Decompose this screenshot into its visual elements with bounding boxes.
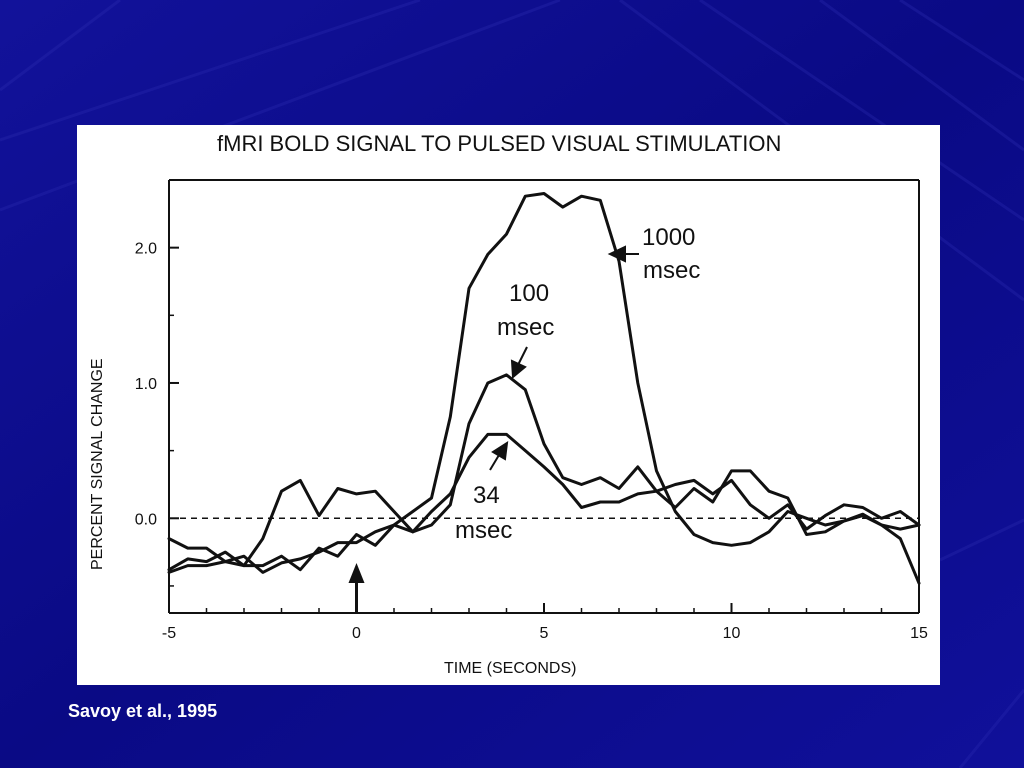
annotation-1000-msec: 1000 msec <box>642 224 700 284</box>
x-tick-label: -5 <box>162 625 176 642</box>
annotation-1000-line2: msec <box>643 257 700 284</box>
chart-title: fMRI BOLD SIGNAL TO PULSED VISUAL STIMUL… <box>217 131 781 156</box>
x-tick-label: 0 <box>352 625 361 642</box>
x-axis-label: TIME (SECONDS) <box>444 660 576 677</box>
x-axis-ticks: -5 0 5 10 15 <box>162 603 928 642</box>
annotation-1000-line1: 1000 <box>642 224 695 251</box>
y-axis-ticks: 0.0 1.0 2.0 <box>135 179 179 587</box>
citation-text: Savoy et al., 1995 <box>68 701 218 721</box>
onset-arrow-head <box>348 563 365 583</box>
annotation-arrows <box>489 245 639 471</box>
series-line-100-msec <box>167 373 921 574</box>
annotation-100-msec: 100 msec <box>497 280 554 341</box>
figure-panel: fMRI BOLD SIGNAL TO PULSED VISUAL STIMUL… <box>77 125 940 685</box>
y-tick-label: 0.0 <box>135 511 157 528</box>
annotation-34-line1: 34 <box>473 482 500 509</box>
annotation-100-line1: 100 <box>509 280 549 307</box>
series-line-1000-msec <box>167 192 921 585</box>
x-tick-label: 5 <box>540 625 549 642</box>
plot-frame <box>168 179 920 614</box>
y-axis-label: PERCENT SIGNAL CHANGE <box>89 358 106 570</box>
bold-signal-chart: fMRI BOLD SIGNAL TO PULSED VISUAL STIMUL… <box>89 131 928 677</box>
series-lines <box>167 192 921 585</box>
annotation-34-line2: msec <box>455 517 512 544</box>
y-tick-label: 2.0 <box>135 241 157 258</box>
x-tick-label: 10 <box>723 625 741 642</box>
annotation-34-msec: 34 msec <box>455 482 512 544</box>
x-tick-label: 15 <box>910 625 928 642</box>
stimulus-onset-arrow <box>348 563 365 613</box>
y-tick-label: 1.0 <box>135 376 157 393</box>
annotation-100-line2: msec <box>497 314 554 341</box>
series-line-34-msec <box>167 432 921 572</box>
